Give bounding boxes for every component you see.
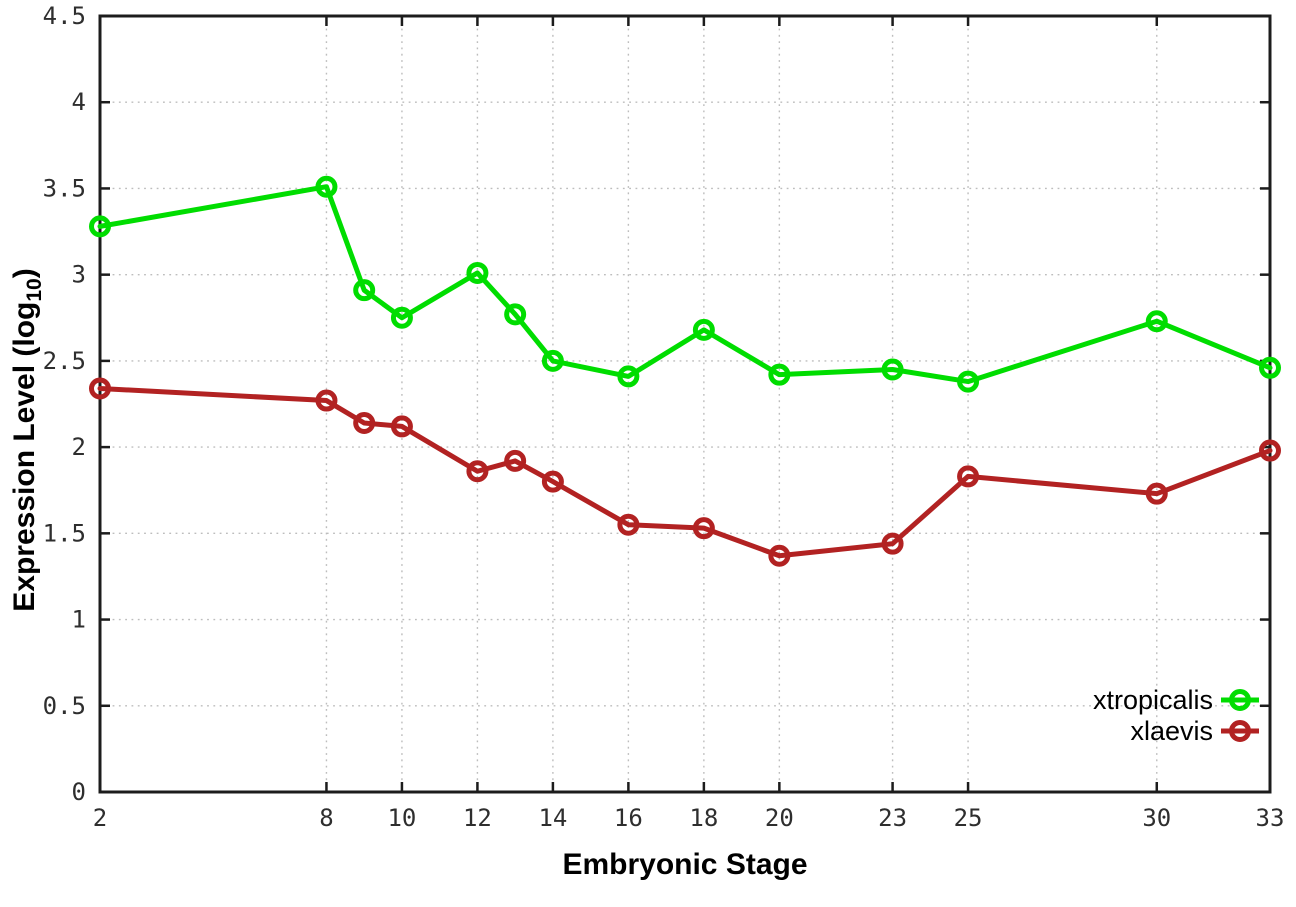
x-tick-label: 2 [93,804,107,832]
legend-item-xtropicalis: xtropicalis [1093,685,1259,715]
legend-sample-marker-xlaevis [1229,720,1251,742]
x-tick-label: 16 [614,804,643,832]
data-point-xtropicalis [1259,356,1281,379]
data-point-xtropicalis [541,349,564,372]
data-point-xlaevis [466,460,489,483]
data-point-xlaevis [768,544,791,567]
series-line-xlaevis [97,385,1273,559]
data-point-xtropicalis [353,279,376,302]
x-tick-label: 8 [319,804,333,832]
data-point-xlaevis [1259,439,1281,462]
data-point-xtropicalis [692,318,715,341]
x-tick-label: 12 [463,804,492,832]
x-tick-label: 20 [765,804,794,832]
data-point-xlaevis [957,465,980,488]
series-line-xtropicalis [97,184,1273,385]
x-tick-label: 14 [538,804,567,832]
legend-sample-marker-xtropicalis [1229,689,1251,711]
legend-item-xlaevis: xlaevis [1130,716,1259,746]
data-point-xtropicalis [504,303,527,326]
x-axis-title: Embryonic Stage [562,848,807,881]
x-tick-label: 23 [878,804,907,832]
y-tick-label: 2 [72,433,86,461]
data-point-xtropicalis [881,358,904,381]
y-tick-label: 1 [72,606,86,634]
x-tick-label: 10 [387,804,416,832]
legend-label-xtropicalis: xtropicalis [1093,685,1213,715]
y-tick-label: 4 [72,88,86,116]
y-tick-label: 0.5 [43,692,86,720]
y-axis-title: Expression Level (log10) [8,268,46,611]
plot-border [98,14,1272,794]
data-point-xlaevis [617,513,640,536]
data-point-xtropicalis [957,370,980,393]
data-point-xlaevis [881,532,904,555]
data-point-xlaevis [315,389,338,412]
y-tick-label: 2.5 [43,347,86,375]
data-point-xlaevis [504,449,527,472]
data-point-xtropicalis [390,306,413,329]
y-axis-title-subscript: 10 [23,278,46,301]
data-point-xtropicalis [315,175,338,198]
data-point-xlaevis [390,415,413,438]
x-tick-label: 25 [954,804,983,832]
y-tick-label: 3.5 [43,174,86,202]
data-point-xlaevis [1145,482,1168,505]
data-point-xlaevis [353,411,376,434]
y-axis-title-main: Expression Level (log [8,302,41,612]
data-point-xlaevis [541,470,564,493]
y-axis-title-close: ) [8,268,41,278]
y-tick-label: 1.5 [43,519,86,547]
data-point-xlaevis [692,517,715,540]
y-tick-label: 3 [72,261,86,289]
x-tick-label: 33 [1256,804,1285,832]
data-point-xlaevis [89,377,111,400]
data-point-xtropicalis [768,363,791,386]
data-point-xtropicalis [89,215,111,238]
x-tick-label: 30 [1142,804,1171,832]
x-tick-label: 18 [689,804,718,832]
y-tick-label: 4.5 [43,2,86,30]
legend-label-xlaevis: xlaevis [1130,716,1213,746]
data-point-xtropicalis [1145,310,1168,333]
data-point-xtropicalis [617,365,640,388]
y-tick-label: 0 [72,778,86,806]
data-point-xtropicalis [466,261,489,284]
